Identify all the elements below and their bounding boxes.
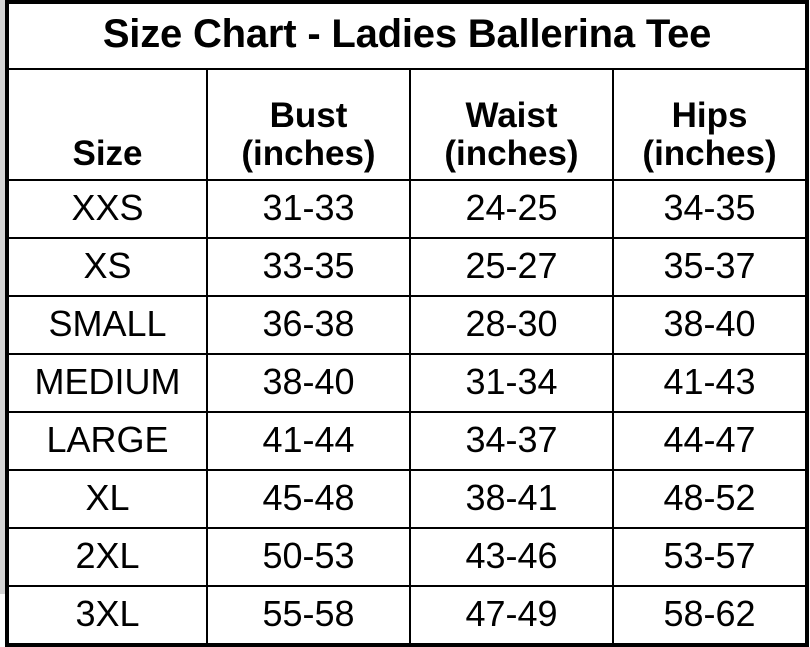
size-chart-container: Size Chart - Ladies Ballerina Tee Size B… bbox=[5, 0, 810, 647]
cell-hips: 38-40 bbox=[611, 295, 809, 355]
header-row: Size Bust (inches) Waist (inches) Hips (… bbox=[6, 68, 809, 181]
cell-waist: 24-25 bbox=[409, 179, 614, 239]
cell-waist: 28-30 bbox=[409, 295, 614, 355]
table-row: SMALL 36-38 28-30 38-40 bbox=[6, 295, 809, 355]
column-header-bust-label: Bust bbox=[269, 96, 348, 136]
cell-size: SMALL bbox=[6, 295, 208, 355]
cell-waist: 47-49 bbox=[409, 585, 614, 646]
cell-bust: 55-58 bbox=[206, 585, 411, 646]
column-header-hips-label: Hips bbox=[671, 96, 748, 136]
table-row: LARGE 41-44 34-37 44-47 bbox=[6, 411, 809, 471]
column-header-hips-unit: (inches) bbox=[642, 134, 777, 174]
cell-size: 3XL bbox=[6, 585, 208, 646]
column-header-hips: Hips (inches) bbox=[611, 68, 809, 181]
cell-hips: 48-52 bbox=[611, 469, 809, 529]
column-header-bust-unit: (inches) bbox=[241, 134, 376, 174]
cell-bust: 38-40 bbox=[206, 353, 411, 413]
cell-size: XL bbox=[6, 469, 208, 529]
page-left-edge-strip bbox=[0, 0, 5, 594]
table-row: XL 45-48 38-41 48-52 bbox=[6, 469, 809, 529]
cell-hips: 44-47 bbox=[611, 411, 809, 471]
cell-hips: 41-43 bbox=[611, 353, 809, 413]
cell-bust: 31-33 bbox=[206, 179, 411, 239]
cell-bust: 45-48 bbox=[206, 469, 411, 529]
cell-size: XS bbox=[6, 237, 208, 297]
cell-size: MEDIUM bbox=[6, 353, 208, 413]
cell-hips: 34-35 bbox=[611, 179, 809, 239]
table-row: XXS 31-33 24-25 34-35 bbox=[6, 179, 809, 239]
column-header-waist-unit: (inches) bbox=[444, 134, 579, 174]
cell-hips: 58-62 bbox=[611, 585, 809, 646]
cell-size: LARGE bbox=[6, 411, 208, 471]
table-row: 2XL 50-53 43-46 53-57 bbox=[6, 527, 809, 587]
table-row: 3XL 55-58 47-49 58-62 bbox=[6, 585, 809, 646]
cell-waist: 43-46 bbox=[409, 527, 614, 587]
column-header-waist-label: Waist bbox=[465, 96, 558, 136]
column-header-waist: Waist (inches) bbox=[409, 68, 614, 181]
cell-waist: 31-34 bbox=[409, 353, 614, 413]
table-row: MEDIUM 38-40 31-34 41-43 bbox=[6, 353, 809, 413]
cell-hips: 35-37 bbox=[611, 237, 809, 297]
column-header-size: Size bbox=[6, 68, 208, 181]
cell-hips: 53-57 bbox=[611, 527, 809, 587]
title-row: Size Chart - Ladies Ballerina Tee bbox=[5, 1, 809, 70]
table-row: XS 33-35 25-27 35-37 bbox=[6, 237, 809, 297]
cell-bust: 41-44 bbox=[206, 411, 411, 471]
cell-waist: 34-37 bbox=[409, 411, 614, 471]
size-chart-table: Size Chart - Ladies Ballerina Tee Size B… bbox=[5, 0, 810, 647]
cell-waist: 38-41 bbox=[409, 469, 614, 529]
cell-size: XXS bbox=[6, 179, 208, 239]
column-header-bust: Bust (inches) bbox=[206, 68, 411, 181]
cell-waist: 25-27 bbox=[409, 237, 614, 297]
cell-bust: 50-53 bbox=[206, 527, 411, 587]
cell-bust: 36-38 bbox=[206, 295, 411, 355]
cell-bust: 33-35 bbox=[206, 237, 411, 297]
cell-size: 2XL bbox=[6, 527, 208, 587]
page-title: Size Chart - Ladies Ballerina Tee bbox=[5, 1, 809, 70]
